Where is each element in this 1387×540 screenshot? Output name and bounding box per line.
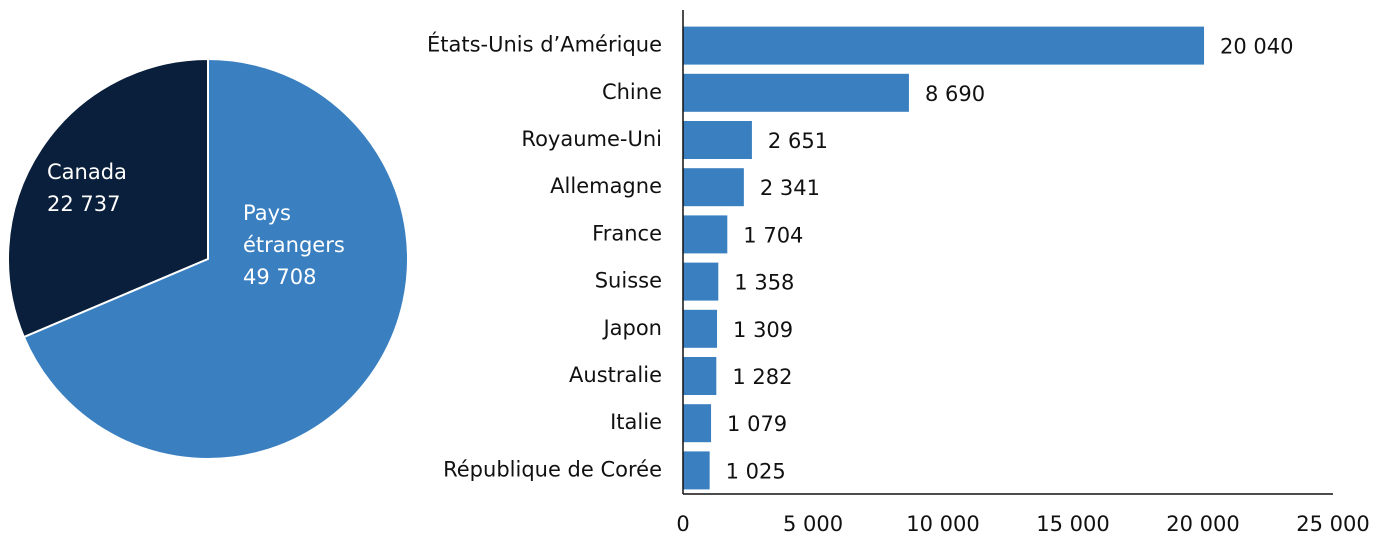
- x-tick-label: 15 000: [1036, 512, 1109, 536]
- data-label: 1 079: [727, 412, 787, 436]
- bar: [683, 357, 717, 395]
- x-tick-label: 0: [676, 512, 689, 536]
- y-tick-label: Royaume-Uni: [521, 127, 662, 151]
- bar: [683, 168, 744, 207]
- data-label: 20 040: [1220, 35, 1293, 59]
- y-tick-label: Suisse: [595, 269, 662, 293]
- x-tick-label: 10 000: [906, 512, 979, 536]
- slice-category: Canada: [47, 160, 127, 184]
- slice-value: 22 737: [47, 192, 121, 216]
- bar: [683, 404, 712, 443]
- bar: [683, 121, 752, 159]
- data-label: 2 651: [768, 129, 828, 153]
- pie-slice: [7, 57, 209, 339]
- data-label: 8 690: [925, 82, 985, 106]
- y-tick-label: Italie: [610, 410, 662, 434]
- x-tick-label: 20 000: [1166, 512, 1239, 536]
- pie-slice: [22, 57, 409, 460]
- y-tick-label: République de Corée: [443, 457, 662, 481]
- y-tick-label: Allemagne: [550, 174, 662, 198]
- slice-label: Canada 22 737: [47, 156, 247, 220]
- bar: [683, 451, 710, 490]
- x-tick-label: 5 000: [783, 512, 843, 536]
- y-tick-label: Australie: [569, 363, 662, 387]
- data-label: 1 704: [743, 223, 803, 247]
- slice-label: Pays étrangers 49 708: [243, 197, 373, 293]
- data-label: 1 309: [733, 318, 793, 342]
- slice-category: Pays étrangers: [243, 201, 345, 257]
- bar: [683, 73, 909, 112]
- data-label: 2 341: [760, 176, 820, 200]
- data-label: 1 025: [726, 459, 786, 483]
- y-tick-label: Chine: [602, 80, 662, 104]
- data-label: 1 282: [732, 365, 792, 389]
- bar: [683, 26, 1205, 65]
- y-tick-label: États-Unis d’Amérique: [427, 32, 662, 57]
- bar: [683, 309, 718, 348]
- slice-value: 49 708: [243, 265, 317, 289]
- y-tick-label: Japon: [601, 316, 662, 340]
- x-tick-label: 25 000: [1296, 512, 1369, 536]
- bar: [683, 262, 719, 301]
- data-label: 1 358: [734, 271, 794, 295]
- bar: [683, 215, 728, 254]
- y-tick-label: France: [592, 221, 662, 245]
